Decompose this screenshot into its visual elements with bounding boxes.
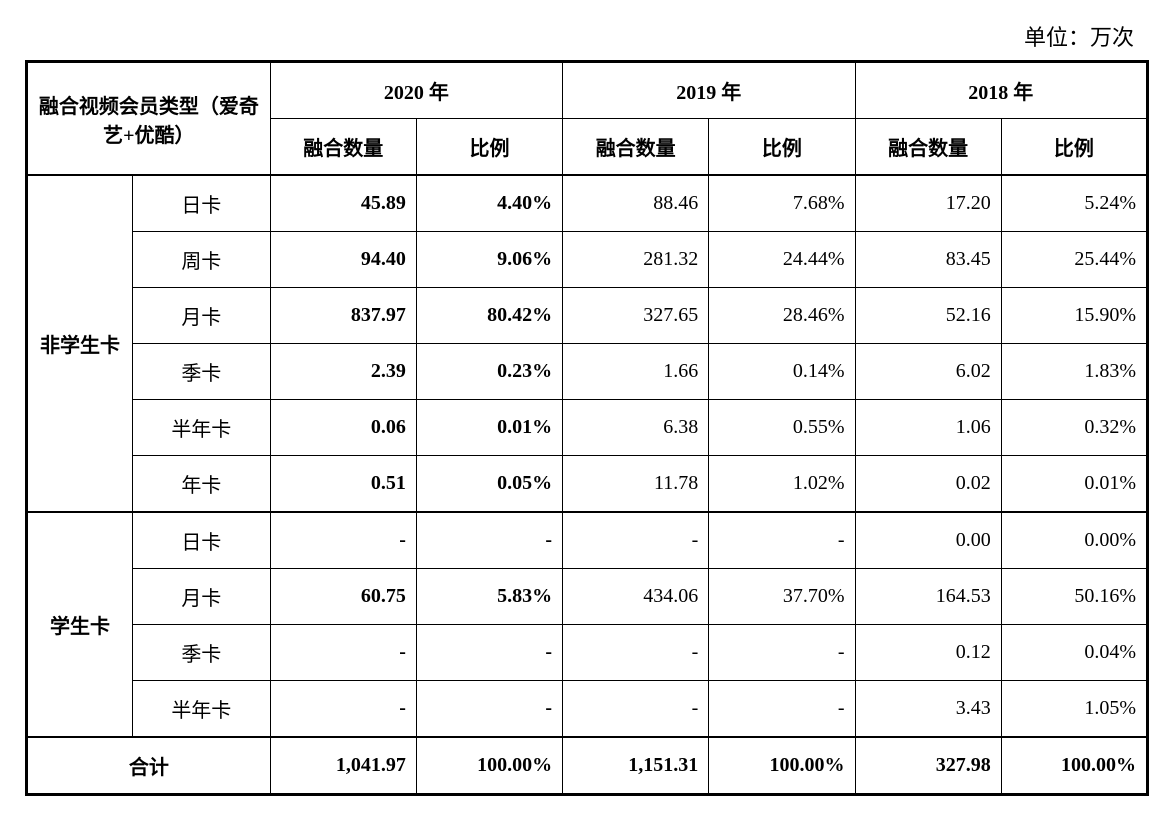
cell-qty: 11.78 [563,456,709,513]
cell-qty: - [563,625,709,681]
cell-qty: 837.97 [270,288,416,344]
qty-header-2019: 融合数量 [563,119,709,176]
cell-qty: 164.53 [855,569,1001,625]
row-label: 年卡 [132,456,270,513]
cell-qty: 3.43 [855,681,1001,738]
ratio-header-2019: 比例 [709,119,855,176]
cell-pct: 80.42% [416,288,562,344]
cell-pct: 0.32% [1001,400,1147,456]
cell-pct: 1.02% [709,456,855,513]
cell-pct: 15.90% [1001,288,1147,344]
row-label: 季卡 [132,625,270,681]
cell-qty: 0.51 [270,456,416,513]
year-2019-header: 2019 年 [563,62,855,119]
cell-qty: 45.89 [270,175,416,232]
ratio-header-2018: 比例 [1001,119,1147,176]
cell-pct: 0.14% [709,344,855,400]
cell-qty: 88.46 [563,175,709,232]
cell-pct: 0.05% [416,456,562,513]
cell-qty: 327.65 [563,288,709,344]
table-row: 半年卡 0.06 0.01% 6.38 0.55% 1.06 0.32% [27,400,1148,456]
row-label: 月卡 [132,569,270,625]
cell-pct: 0.01% [416,400,562,456]
table-row: 年卡 0.51 0.05% 11.78 1.02% 0.02 0.01% [27,456,1148,513]
cell-qty: 0.02 [855,456,1001,513]
table-row: 非学生卡 日卡 45.89 4.40% 88.46 7.68% 17.20 5.… [27,175,1148,232]
cell-qty: 1.66 [563,344,709,400]
qty-header-2020: 融合数量 [270,119,416,176]
cell-qty: 94.40 [270,232,416,288]
cell-pct: 50.16% [1001,569,1147,625]
cell-qty: 0.00 [855,512,1001,569]
table-row: 半年卡 - - - - 3.43 1.05% [27,681,1148,738]
cell-qty: 17.20 [855,175,1001,232]
ratio-header-2020: 比例 [416,119,562,176]
cell-pct: 4.40% [416,175,562,232]
cell-pct: 25.44% [1001,232,1147,288]
unit-label: 单位：万次 [25,20,1149,52]
cell-qty: - [270,512,416,569]
cell-qty: 1.06 [855,400,1001,456]
cell-pct: 1.83% [1001,344,1147,400]
table-row: 月卡 837.97 80.42% 327.65 28.46% 52.16 15.… [27,288,1148,344]
group-non-student: 非学生卡 [27,175,133,512]
type-header: 融合视频会员类型（爱奇艺+优酷） [27,62,271,176]
row-label: 半年卡 [132,400,270,456]
cell-qty: 6.38 [563,400,709,456]
qty-header-2018: 融合数量 [855,119,1001,176]
cell-pct: - [709,681,855,738]
cell-qty: 434.06 [563,569,709,625]
cell-pct: 5.24% [1001,175,1147,232]
cell-qty: 2.39 [270,344,416,400]
cell-qty: 52.16 [855,288,1001,344]
cell-pct: 7.68% [709,175,855,232]
year-2018-header: 2018 年 [855,62,1148,119]
cell-qty: - [270,681,416,738]
cell-qty: 83.45 [855,232,1001,288]
cell-pct: - [416,625,562,681]
cell-pct: 28.46% [709,288,855,344]
cell-qty: 0.06 [270,400,416,456]
cell-pct: 0.55% [709,400,855,456]
cell-pct: 0.04% [1001,625,1147,681]
cell-pct: 1.05% [1001,681,1147,738]
row-label: 日卡 [132,512,270,569]
cell-pct: - [709,625,855,681]
group-student: 学生卡 [27,512,133,737]
cell-qty: - [270,625,416,681]
cell-pct: 0.00% [1001,512,1147,569]
table-row: 季卡 - - - - 0.12 0.04% [27,625,1148,681]
cell-pct: - [416,512,562,569]
cell-pct: 0.01% [1001,456,1147,513]
cell-pct: 9.06% [416,232,562,288]
row-label: 季卡 [132,344,270,400]
row-label: 日卡 [132,175,270,232]
cell-pct: - [416,681,562,738]
cell-pct: 24.44% [709,232,855,288]
header-row-1: 融合视频会员类型（爱奇艺+优酷） 2020 年 2019 年 2018 年 [27,62,1148,119]
cell-qty: 0.12 [855,625,1001,681]
membership-table: 融合视频会员类型（爱奇艺+优酷） 2020 年 2019 年 2018 年 融合… [25,60,1149,796]
row-label: 周卡 [132,232,270,288]
cell-qty: 60.75 [270,569,416,625]
cell-qty: - [563,512,709,569]
cell-qty: 6.02 [855,344,1001,400]
cell-pct: 0.23% [416,344,562,400]
cell-pct: 5.83% [416,569,562,625]
cell-pct: 37.70% [709,569,855,625]
cell-qty: 281.32 [563,232,709,288]
row-label: 月卡 [132,288,270,344]
cell-qty: - [563,681,709,738]
row-label: 半年卡 [132,681,270,738]
table-row: 学生卡 日卡 - - - - 0.00 0.00% [27,512,1148,569]
cell-pct: - [709,512,855,569]
table-row: 季卡 2.39 0.23% 1.66 0.14% 6.02 1.83% [27,344,1148,400]
table-row: 月卡 60.75 5.83% 434.06 37.70% 164.53 50.1… [27,569,1148,625]
year-2020-header: 2020 年 [270,62,562,119]
table-row: 周卡 94.40 9.06% 281.32 24.44% 83.45 25.44… [27,232,1148,288]
